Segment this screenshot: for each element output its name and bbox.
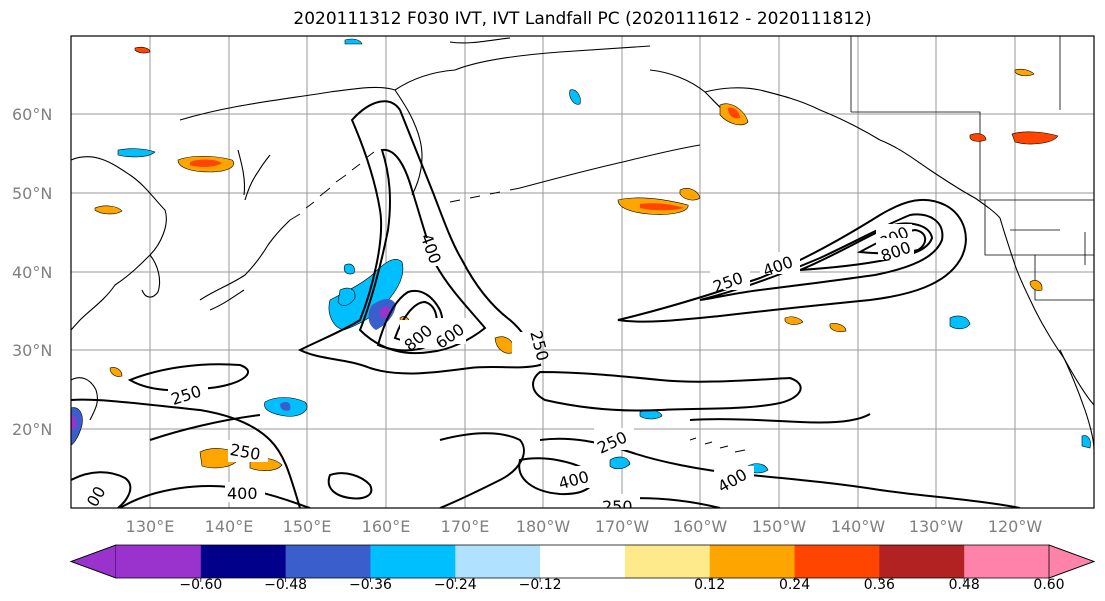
colorbar-tick-label: 0.36	[864, 577, 895, 593]
political-boundaries	[850, 36, 1094, 301]
colorbar-segment	[285, 545, 371, 578]
lon-tick-label: 120°W	[988, 517, 1043, 536]
lon-tick-label: 130°W	[909, 517, 964, 536]
lon-tick-label: 140°E	[205, 517, 254, 536]
lon-tick-label: 140°W	[831, 517, 886, 536]
colorbar-tick-label: 0.12	[694, 577, 725, 593]
colorbar-segment	[794, 545, 880, 578]
lat-tick-label: 60°N	[12, 105, 52, 124]
colorbar-segment	[964, 545, 1050, 578]
lon-tick-label: 170°E	[441, 517, 490, 536]
lon-tick-label: 180°W	[516, 517, 571, 536]
gridlines	[71, 36, 1094, 508]
map-title: 2020111312 F030 IVT, IVT Landfall PC (20…	[293, 9, 872, 29]
colorbar-tick-label: −0.48	[264, 577, 307, 593]
lon-tick-label: 150°E	[283, 517, 332, 536]
colorbar-tick-label: 0.48	[949, 577, 980, 593]
lon-tick-label: 130°E	[126, 517, 175, 536]
colorbar-segment	[200, 545, 287, 578]
lon-tick-label: 170°W	[595, 517, 650, 536]
lon-tick-label: 160°W	[673, 517, 728, 536]
contour-label: 400	[227, 484, 258, 503]
lat-tick-label: 30°N	[12, 341, 52, 360]
lon-tick-label: 160°E	[362, 517, 411, 536]
lon-tick-label: 150°W	[752, 517, 807, 536]
colorbar-segment	[709, 545, 796, 578]
colorbar-tick-label: −0.60	[179, 577, 222, 593]
negative-anomaly-shading	[71, 38, 1091, 474]
coastlines	[71, 37, 1094, 453]
colorbar-labels: −0.60 −0.48 −0.36 −0.24 −0.12 0.12 0.24 0.36 0.4…	[179, 577, 1064, 593]
colorbar-segment	[624, 545, 711, 578]
colorbar-segment	[455, 545, 541, 578]
colorbar-segment	[370, 545, 456, 578]
colorbar-segment	[540, 545, 626, 578]
colorbar-segment	[116, 545, 202, 578]
colorbar-outline	[69, 544, 1096, 579]
map-frame	[70, 35, 1095, 509]
colorbar-tick-label: 0.60	[1033, 577, 1064, 593]
colorbar-tick-label: −0.36	[349, 577, 392, 593]
contour-labels: 250 400 600 800 250 250 400 800 800 250 …	[80, 223, 914, 516]
colorbar-tick-label: −0.24	[434, 577, 477, 593]
longitude-axis: 130°E 140°E 150°E 160°E 170°E 180°W 170°…	[126, 517, 1043, 536]
lat-tick-label: 40°N	[12, 263, 52, 282]
colorbar-tick-label: −0.12	[519, 577, 562, 593]
colorbar-extend-min	[69, 544, 117, 579]
colorbar	[69, 544, 1096, 579]
lat-tick-label: 20°N	[12, 420, 52, 439]
colorbar-tick-label: 0.24	[779, 577, 810, 593]
colorbar-extend-max	[1048, 544, 1096, 579]
colorbar-segment	[879, 545, 965, 578]
lat-tick-label: 50°N	[12, 184, 52, 203]
latitude-axis: 60°N 50°N 40°N 30°N 20°N	[12, 105, 52, 439]
contour-label: 250	[602, 497, 633, 516]
